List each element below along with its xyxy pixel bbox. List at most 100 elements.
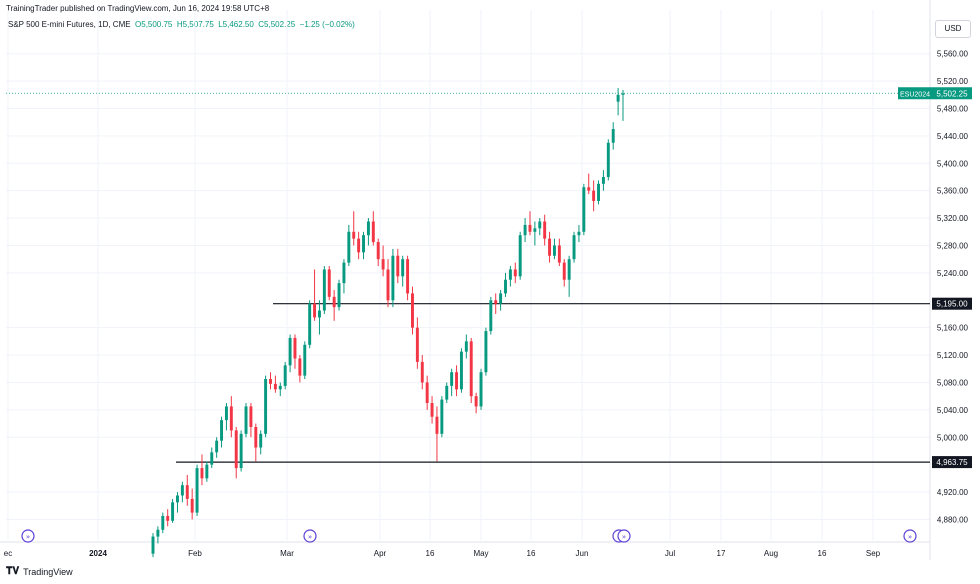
y-tick-label: 5,480.00 (937, 104, 969, 113)
candle-body (273, 383, 277, 390)
candle-body (161, 516, 165, 530)
last-price-label: 5,502.25 (936, 89, 968, 98)
candle-body (538, 221, 542, 229)
candle-body (342, 262, 346, 284)
event-marker-icon[interactable] (21, 529, 35, 543)
y-tick-label: 5,440.00 (937, 132, 969, 141)
candle-body (288, 337, 292, 366)
x-tick-label: Feb (188, 549, 202, 558)
candle-body (592, 190, 596, 201)
level-price-tag (932, 456, 972, 469)
candle-body (313, 303, 317, 318)
y-tick-label: 5,520.00 (937, 77, 969, 86)
candle-body (249, 406, 253, 427)
symbol-tag (898, 87, 932, 100)
publisher-text: TrainingTrader published on TradingView.… (6, 4, 270, 13)
candle-body (190, 498, 194, 513)
candle-body (303, 344, 307, 376)
candle-body (557, 245, 561, 263)
candle-body (396, 255, 400, 277)
event-marker-glyph: » (26, 533, 30, 541)
candle-body (308, 303, 312, 345)
close-value: C5,502.25 (258, 20, 296, 29)
candle-body (357, 238, 361, 253)
candle-body (376, 242, 380, 260)
candle-body (337, 283, 341, 308)
candle-body (332, 296, 336, 308)
candle-body (244, 406, 248, 434)
x-tick-label: Mar (280, 549, 294, 558)
candle-body (259, 433, 263, 448)
candle-body (552, 245, 556, 256)
event-marker-icon[interactable] (303, 529, 317, 543)
candle-body (220, 420, 224, 441)
candle-body (166, 516, 170, 521)
candle-body (528, 224, 532, 232)
candle-body (366, 221, 370, 236)
candle-body (401, 259, 405, 277)
candle-body (322, 269, 326, 311)
y-tick-label: 5,080.00 (937, 378, 969, 387)
candle-body (411, 293, 414, 328)
candle-body (582, 187, 586, 232)
candle-body (587, 187, 591, 191)
candle-body (494, 300, 498, 304)
candle-body (504, 279, 507, 294)
candle-body (347, 231, 351, 263)
candle-body (151, 536, 155, 554)
event-marker-glyph: » (908, 533, 912, 541)
publisher-header: TrainingTrader published on TradingView.… (6, 4, 269, 13)
y-tick-label: 5,040.00 (937, 406, 969, 415)
candle-body (479, 372, 483, 407)
candle-body (210, 452, 214, 465)
candle-body (156, 529, 160, 537)
candle-body (269, 379, 272, 384)
candle-body (455, 372, 459, 390)
candle-body (464, 341, 468, 352)
candle-body (200, 468, 204, 479)
candle-body (489, 300, 493, 332)
y-tick-label: 5,280.00 (937, 241, 969, 250)
event-marker-icon[interactable] (903, 529, 917, 543)
event-marker-glyph: » (308, 533, 312, 541)
candle-body (381, 259, 385, 270)
candle-body (533, 228, 537, 232)
level-price-label: 5,195.00 (936, 300, 968, 309)
candle-body (234, 430, 238, 469)
candle-body (171, 502, 175, 521)
candle-body (606, 142, 610, 177)
candle-body (327, 269, 331, 297)
candle-body (406, 259, 410, 294)
brand-name: TradingView (23, 566, 73, 577)
y-tick-label: 5,120.00 (937, 351, 969, 360)
candle-body (601, 176, 605, 184)
x-tick-label: 17 (717, 549, 726, 558)
candle-body (523, 224, 527, 236)
candle-body (415, 327, 419, 362)
y-tick-label: 5,320.00 (937, 214, 969, 223)
candle-body (420, 361, 424, 383)
event-marker-icon[interactable] (617, 529, 631, 543)
candle-body (445, 385, 449, 400)
candle-body (239, 433, 243, 469)
y-tick-label: 5,000.00 (937, 433, 969, 442)
candle-body (352, 231, 356, 239)
tradingview-logo-icon: 𝐓𝐕 (6, 566, 20, 577)
candle-body (176, 495, 179, 503)
last-price-tag (932, 87, 972, 100)
candle-body (469, 341, 473, 397)
level-price-label: 4,963.75 (936, 458, 968, 467)
y-tick-label: 5,360.00 (937, 187, 969, 196)
candle-body (254, 426, 258, 448)
x-tick-label: May (473, 549, 488, 558)
candle-body (621, 93, 625, 95)
currency-button[interactable]: USD (935, 20, 971, 38)
level-price-tag (932, 297, 972, 310)
change-value: −1.25 (−0.02%) (299, 20, 355, 29)
x-tick-label: Jun (576, 549, 589, 558)
symbol-name: S&P 500 E-mini Futures, 1D, CME (8, 20, 131, 29)
candle-body (180, 485, 184, 496)
candle-body (611, 129, 615, 143)
y-tick-label: 5,560.00 (937, 50, 969, 59)
